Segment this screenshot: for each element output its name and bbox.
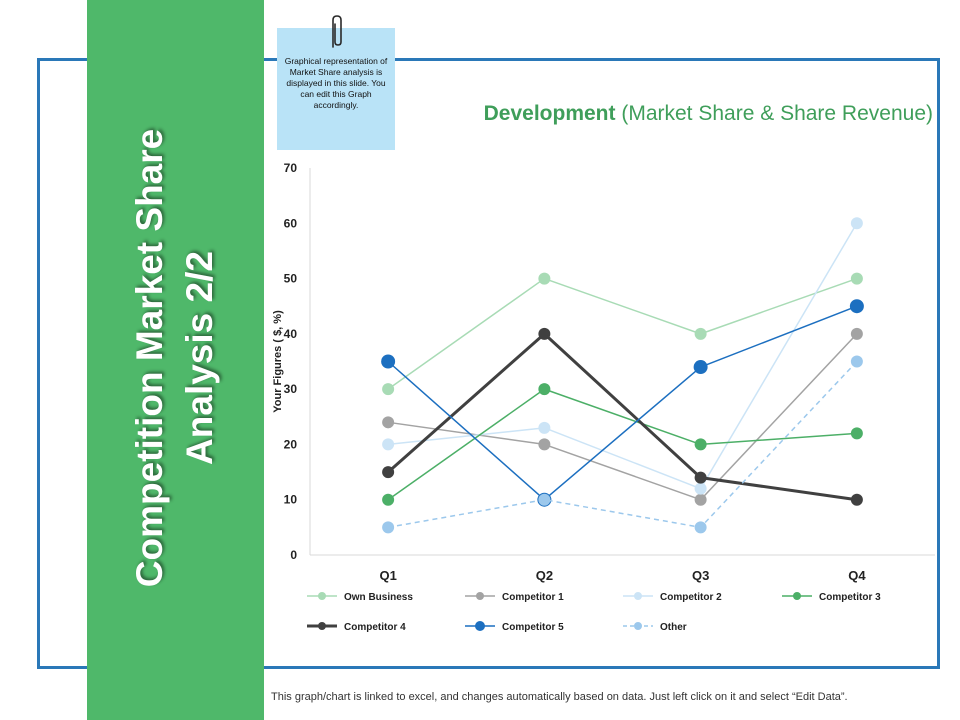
- legend-swatch-marker: [476, 592, 484, 600]
- legend-item: Competitor 3: [782, 592, 881, 603]
- series-line: [388, 222, 858, 490]
- data-point: [382, 493, 395, 506]
- legend-swatch-marker: [634, 622, 642, 630]
- x-tick-label: Q1: [379, 568, 396, 583]
- y-tick-label: 10: [284, 493, 298, 507]
- data-point: [850, 327, 863, 340]
- data-point: [694, 438, 707, 451]
- x-tick-label: Q2: [536, 568, 553, 583]
- data-point: [538, 272, 551, 285]
- chart-title: Development (Market Share & Share Revenu…: [484, 102, 933, 126]
- series-line: [387, 332, 858, 502]
- data-point: [538, 327, 551, 340]
- legend-swatch-marker: [793, 592, 801, 600]
- data-point: [382, 416, 395, 429]
- legend-swatch-marker: [475, 621, 485, 631]
- series-other: [382, 355, 863, 534]
- legend-item: Competitor 5: [465, 621, 564, 633]
- data-point: [694, 471, 707, 484]
- x-tick-label: Q4: [848, 568, 866, 583]
- y-tick-label: 60: [284, 216, 298, 230]
- chart-legend: Own Business Competitor 1 Competitor 2 Comp…: [307, 592, 881, 633]
- data-point: [850, 355, 863, 368]
- sticky-note: Graphical representation of Market Share…: [277, 28, 395, 150]
- series-line: [387, 277, 858, 390]
- data-point: [694, 482, 707, 495]
- data-point: [382, 466, 395, 479]
- legend-label: Competitor 5: [502, 622, 564, 633]
- data-point: [538, 421, 551, 434]
- legend-item: Competitor 1: [465, 592, 564, 603]
- y-axis-label: Your Figures ( $, %): [272, 310, 284, 413]
- series-competitor-1: [382, 327, 863, 506]
- data-point: [850, 427, 863, 440]
- slide-title: Competition Market Share Analysis 2/2: [129, 128, 220, 588]
- data-point: [694, 493, 707, 506]
- legend-label: Own Business: [344, 592, 413, 603]
- series-line: [388, 333, 858, 501]
- data-point: [693, 360, 708, 375]
- legend-label: Competitor 3: [819, 592, 881, 603]
- legend-label: Competitor 2: [660, 592, 722, 603]
- data-point: [850, 217, 863, 230]
- note-text: Graphical representation of Market Share…: [284, 56, 388, 110]
- y-tick-label: 30: [284, 382, 298, 396]
- data-point: [382, 383, 395, 396]
- legend-label: Competitor 4: [344, 622, 406, 633]
- legend-swatch-marker: [318, 592, 326, 600]
- footnote: This graph/chart is linked to excel, and…: [271, 691, 848, 703]
- legend-item: Other: [623, 622, 687, 633]
- legend-item: Competitor 4: [307, 622, 406, 633]
- x-tick-label: Q3: [692, 568, 709, 583]
- y-tick-label: 40: [284, 327, 298, 341]
- legend-item: Own Business: [307, 592, 413, 603]
- series-own-business: [382, 272, 863, 396]
- data-point: [538, 438, 551, 451]
- chart-title-main: Development: [483, 102, 616, 125]
- y-tick-label: 20: [284, 437, 298, 451]
- data-point: [849, 299, 864, 314]
- series-line: [387, 388, 857, 501]
- line-chart: 0 10 20 30 40 50 60 70 Q1 Q2 Q3 Q4 Your Figures ( $,…: [272, 161, 935, 633]
- legend-item: Competitor 2: [623, 592, 722, 603]
- series-competitor-4: [382, 327, 863, 506]
- data-point: [694, 327, 707, 340]
- data-point: [694, 521, 707, 534]
- series-competitor-2: [382, 217, 863, 495]
- legend-swatch-marker: [634, 592, 642, 600]
- series-competitor-3: [382, 383, 863, 506]
- data-point: [382, 438, 395, 451]
- data-point: [538, 383, 551, 396]
- paperclip-icon: [332, 15, 342, 48]
- legend-label: Competitor 1: [502, 592, 564, 603]
- chart-title-sub: (Market Share & Share Revenue): [621, 102, 933, 125]
- y-tick-label: 70: [284, 161, 298, 175]
- legend-swatch-marker: [318, 622, 326, 630]
- data-point: [850, 493, 863, 506]
- chart-axes: 0 10 20 30 40 50 60 70 Q1 Q2 Q3 Q4 Your Figures ( $,…: [272, 161, 935, 583]
- chart-series: [381, 217, 864, 534]
- data-point: [381, 354, 396, 369]
- series-line: [387, 360, 858, 529]
- data-point: [382, 521, 395, 534]
- data-point: [538, 493, 551, 506]
- y-tick-label: 0: [290, 548, 297, 562]
- data-point: [850, 272, 863, 285]
- series-line: [387, 305, 858, 501]
- legend-label: Other: [660, 622, 687, 633]
- y-tick-label: 50: [284, 272, 298, 286]
- side-band: [87, 0, 264, 720]
- slide-frame: [37, 58, 940, 669]
